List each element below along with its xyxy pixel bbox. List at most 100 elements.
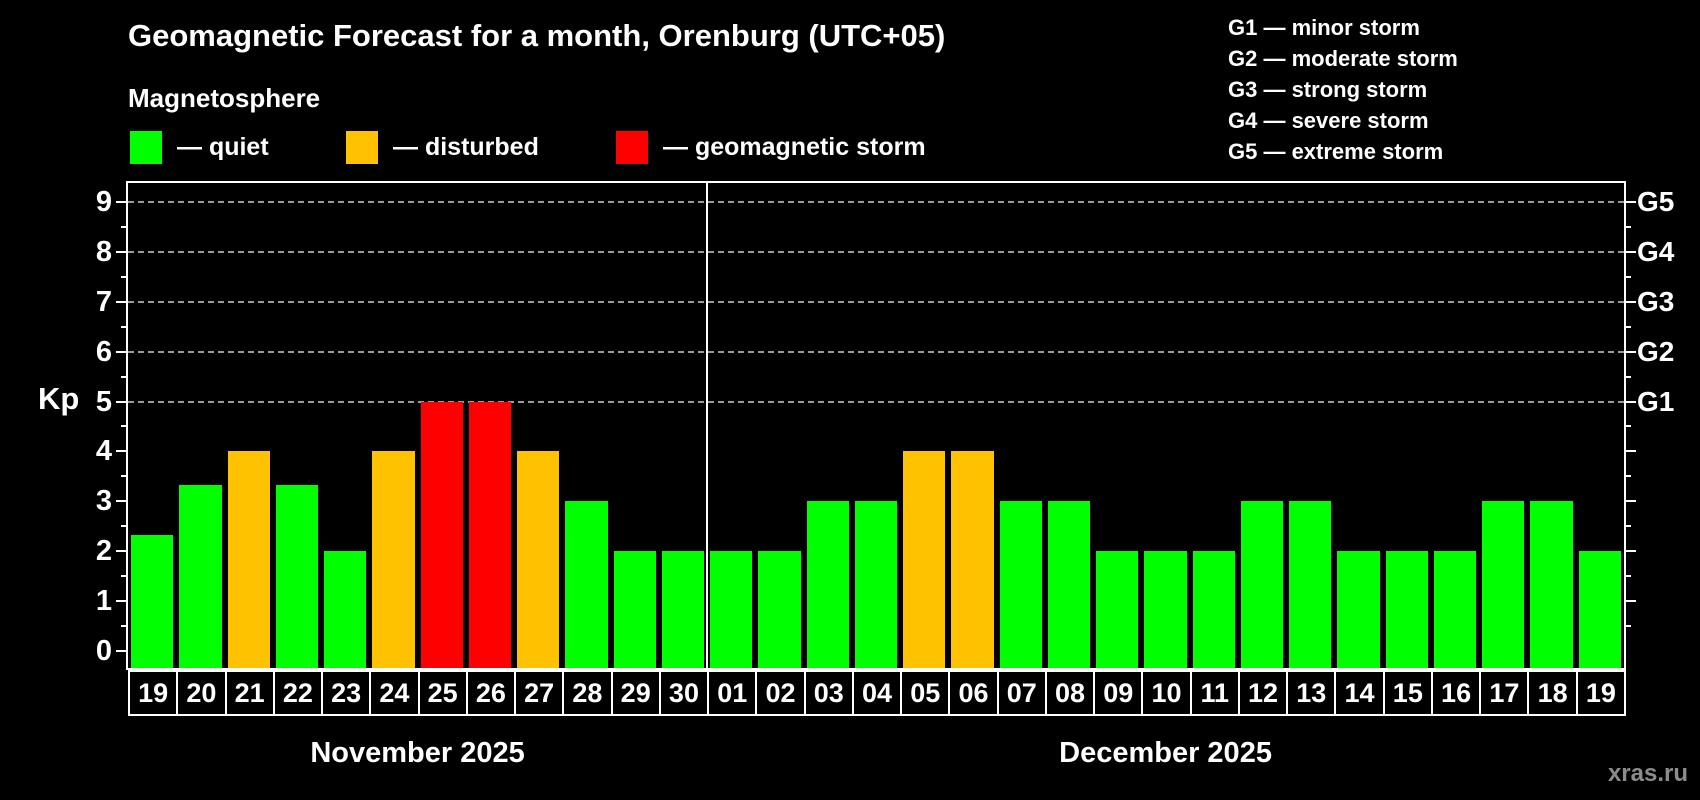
kp-bar (999, 501, 1042, 668)
date-cell: 15 (1382, 670, 1431, 716)
date-cell: 14 (1334, 670, 1383, 716)
date-cell: 23 (321, 670, 370, 716)
kp-gridline (128, 300, 1624, 303)
kp-bar (710, 551, 753, 668)
y-tick-label: 7 (95, 285, 112, 318)
kp-bar (1192, 551, 1235, 668)
right-axis-minor-tick (1624, 425, 1631, 428)
legend-item-storm: — geomagnetic storm (616, 131, 926, 164)
date-cell: 21 (224, 670, 273, 716)
quiet-color-swatch (130, 131, 162, 164)
y-axis-minor-tick (121, 275, 128, 278)
kp-gridline (128, 350, 1624, 353)
kp-bar (661, 551, 705, 668)
kp-bar (1240, 501, 1284, 668)
right-axis-tick (1624, 250, 1636, 253)
right-axis-label: G2 (1637, 335, 1675, 367)
kp-bar (1289, 501, 1332, 668)
right-axis-minor-tick (1624, 625, 1631, 628)
date-cell: 17 (1479, 670, 1528, 716)
disturbed-color-swatch (346, 131, 378, 164)
date-cell: 28 (562, 670, 611, 716)
date-cell: 20 (176, 670, 225, 716)
right-axis-tick (1624, 450, 1636, 453)
right-axis-tick (1624, 550, 1636, 553)
date-cell: 27 (514, 670, 563, 716)
g-scale-legend-line: G5 — extreme storm (1228, 139, 1444, 164)
y-axis-minor-tick (121, 225, 128, 228)
date-cell: 05 (900, 670, 949, 716)
right-axis-minor-tick (1624, 375, 1631, 378)
kp-bar (1047, 501, 1091, 668)
date-cell: 11 (1189, 670, 1238, 716)
kp-bar (806, 501, 849, 668)
date-cell: 03 (803, 670, 852, 716)
kp-bar (324, 551, 367, 668)
date-cell: 13 (1286, 670, 1335, 716)
y-axis-minor-tick (121, 525, 128, 528)
right-axis-tick (1624, 300, 1636, 303)
g-scale-legend-line: G2 — moderate storm (1228, 46, 1458, 71)
kp-gridline (128, 250, 1624, 253)
y-tick-label: 9 (95, 185, 112, 218)
legend-storm-label: — geomagnetic storm (663, 133, 926, 161)
right-axis-minor-tick (1624, 525, 1631, 528)
y-tick-label: 2 (95, 535, 112, 568)
kp-bar (131, 534, 174, 668)
g-scale-legend-line: G1 — minor storm (1228, 15, 1420, 40)
right-axis-label: G5 (1637, 185, 1675, 217)
right-axis-label: G3 (1637, 285, 1675, 317)
y-axis-tick (116, 500, 128, 503)
date-cell: 06 (948, 670, 997, 716)
right-axis-minor-tick (1624, 225, 1631, 228)
y-axis-tick (116, 250, 128, 253)
kp-bar (275, 484, 319, 668)
legend-disturbed-label: — disturbed (393, 133, 539, 161)
date-cell: 30 (658, 670, 708, 716)
kp-bar (613, 551, 656, 668)
y-tick-label: 5 (95, 385, 112, 418)
right-axis-tick (1624, 600, 1636, 603)
date-cell: 25 (417, 670, 466, 716)
kp-gridline (128, 200, 1624, 203)
date-cell: 29 (610, 670, 659, 716)
date-cell: 26 (465, 670, 515, 716)
y-axis-tick (116, 200, 128, 203)
legend-item-disturbed: — disturbed (346, 131, 539, 164)
y-tick-label: 0 (95, 635, 112, 667)
kp-bar (1144, 551, 1187, 668)
y-axis-minor-tick (121, 425, 128, 428)
right-axis-tick (1624, 200, 1636, 203)
y-axis-tick (116, 650, 128, 652)
kp-bar (420, 401, 463, 668)
y-axis-title: Kp (38, 381, 80, 416)
watermark-link[interactable]: xras.ru (1607, 760, 1688, 787)
kp-bar (758, 551, 801, 668)
date-cell: 12 (1237, 670, 1287, 716)
kp-bar (903, 451, 946, 668)
date-cell: 22 (272, 670, 322, 716)
y-tick-label: 8 (95, 235, 112, 268)
kp-bar (372, 451, 415, 668)
y-axis-minor-tick (121, 325, 128, 328)
right-axis-minor-tick (1624, 575, 1631, 578)
legend-quiet-label: — quiet (177, 133, 269, 161)
y-axis-minor-tick (121, 575, 128, 578)
g-scale-legend-line: G3 — strong storm (1228, 77, 1428, 102)
kp-bar (179, 484, 222, 668)
y-axis-minor-tick (121, 375, 128, 378)
date-cell: 07 (996, 670, 1045, 716)
date-cell: 19 (128, 670, 177, 716)
date-cell: 01 (707, 670, 756, 716)
right-axis-label: G1 (1637, 385, 1675, 417)
y-axis-tick (116, 550, 128, 553)
y-axis-tick (116, 600, 128, 603)
right-axis-minor-tick (1624, 475, 1631, 478)
storm-color-swatch (616, 131, 648, 164)
g-scale-legend-line: G4 — severe storm (1228, 108, 1429, 133)
date-cell: 18 (1527, 670, 1576, 716)
y-tick-label: 1 (95, 585, 112, 618)
date-cell: 09 (1093, 670, 1142, 716)
date-cell: 16 (1430, 670, 1480, 716)
date-cell: 19 (1575, 670, 1626, 716)
